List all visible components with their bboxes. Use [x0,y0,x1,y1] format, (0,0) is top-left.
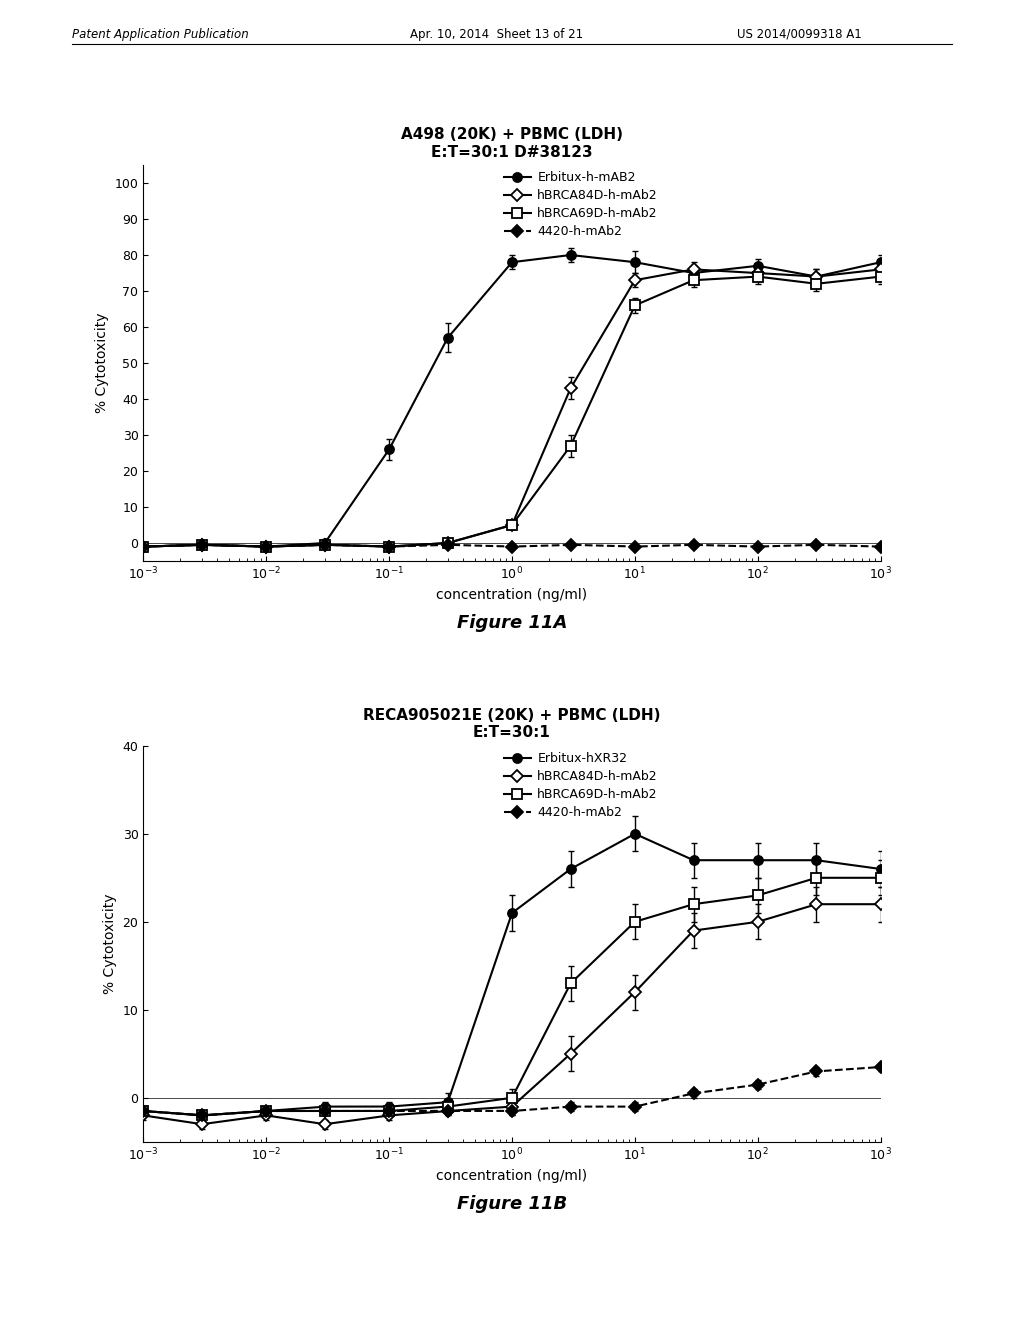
X-axis label: concentration (ng/ml): concentration (ng/ml) [436,1168,588,1183]
X-axis label: concentration (ng/ml): concentration (ng/ml) [436,587,588,602]
Text: Figure 11A: Figure 11A [457,614,567,632]
Legend: Erbitux-hXR32, hBRCA84D-h-mAb2, hBRCA69D-h-mAb2, 4420-h-mAb2: Erbitux-hXR32, hBRCA84D-h-mAb2, hBRCA69D… [504,752,657,818]
Text: Figure 11B: Figure 11B [457,1195,567,1213]
Text: Apr. 10, 2014  Sheet 13 of 21: Apr. 10, 2014 Sheet 13 of 21 [410,28,583,41]
Title: RECA905021E (20K) + PBMC (LDH)
E:T=30:1: RECA905021E (20K) + PBMC (LDH) E:T=30:1 [364,708,660,741]
Y-axis label: % Cytotoxicity: % Cytotoxicity [95,313,110,413]
Title: A498 (20K) + PBMC (LDH)
E:T=30:1 D#38123: A498 (20K) + PBMC (LDH) E:T=30:1 D#38123 [401,127,623,160]
Legend: Erbitux-h-mAB2, hBRCA84D-h-mAb2, hBRCA69D-h-mAb2, 4420-h-mAb2: Erbitux-h-mAB2, hBRCA84D-h-mAb2, hBRCA69… [504,172,657,238]
Text: US 2014/0099318 A1: US 2014/0099318 A1 [737,28,862,41]
Y-axis label: % Cytotoxicity: % Cytotoxicity [103,894,117,994]
Text: Patent Application Publication: Patent Application Publication [72,28,249,41]
